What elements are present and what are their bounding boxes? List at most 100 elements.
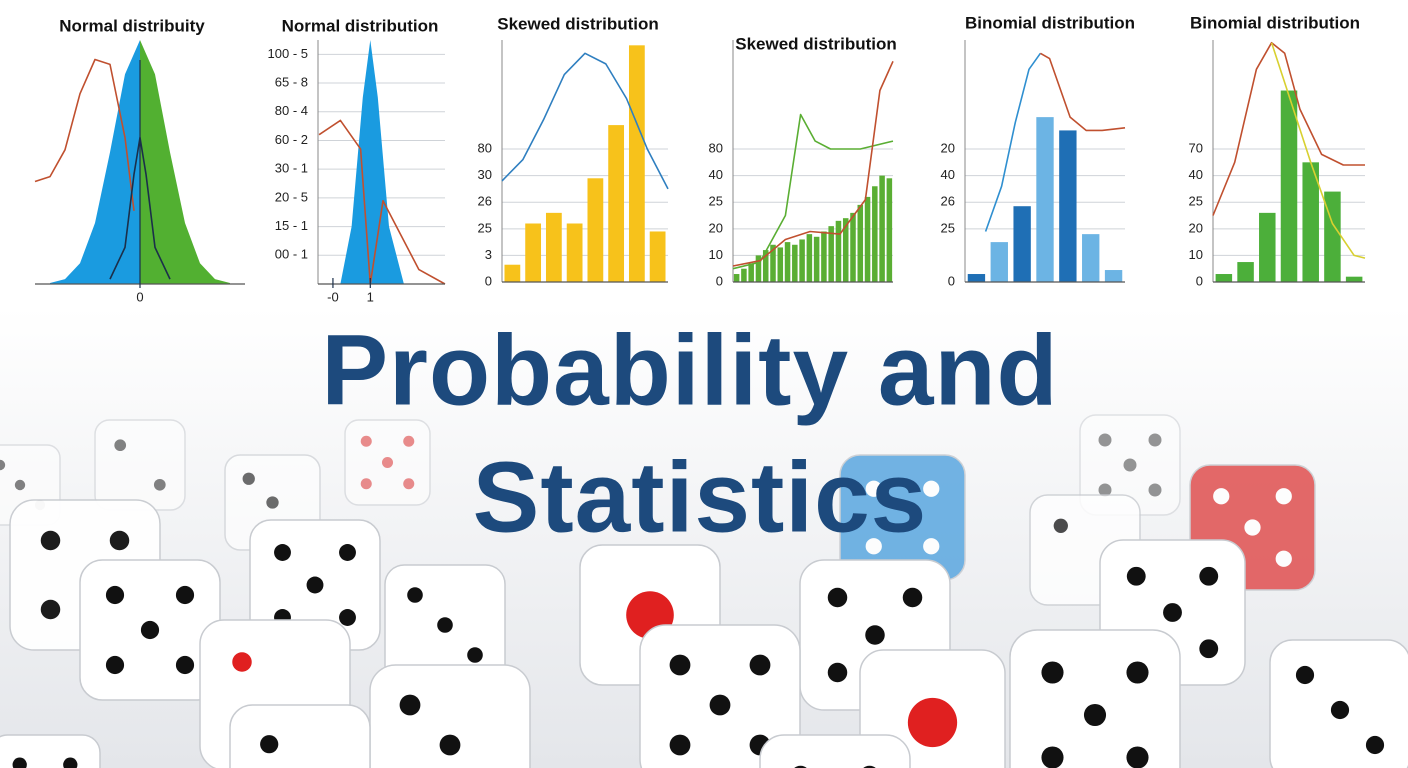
- die-pip: [1148, 433, 1162, 447]
- die-pip: [1126, 746, 1149, 768]
- die-pip: [339, 544, 356, 561]
- die-pip: [902, 587, 923, 608]
- y-tick-label: 0: [716, 273, 723, 288]
- die-pip: [1098, 483, 1112, 497]
- die-pip: [274, 544, 291, 561]
- bar: [967, 274, 986, 282]
- bar: [835, 220, 842, 282]
- die-pip: [109, 530, 130, 551]
- bar: [504, 264, 521, 282]
- bar: [857, 204, 864, 282]
- bar: [545, 212, 562, 282]
- die: [759, 734, 911, 768]
- die-pip: [437, 617, 453, 633]
- bar: [733, 274, 740, 282]
- y-tick-label: 10: [1189, 247, 1203, 262]
- die-pip: [40, 599, 61, 620]
- die-pip: [1123, 458, 1137, 472]
- chart: Binomial distribution 0 10 20 25 40 70: [1189, 13, 1366, 288]
- y-tick-label: 00 - 1: [275, 247, 308, 262]
- bar: [1345, 276, 1363, 282]
- die-pip: [865, 538, 882, 555]
- chart-title: Binomial distribution: [1190, 13, 1360, 32]
- y-tick-label: 40: [941, 167, 955, 182]
- die-pip: [923, 480, 940, 497]
- y-tick-label: 26: [941, 194, 955, 209]
- die: [94, 419, 186, 511]
- die-pip: [907, 697, 958, 748]
- die-pip: [1213, 488, 1230, 505]
- die-pip: [863, 765, 876, 768]
- bar: [850, 212, 856, 282]
- die-pip: [1275, 488, 1292, 505]
- y-tick-label: 25: [941, 220, 955, 235]
- chart: Skewed distribution 0 3 25 26 30 80: [478, 14, 669, 288]
- y-tick-label: 40: [1189, 167, 1203, 182]
- die-pip: [63, 757, 78, 768]
- die: [229, 704, 371, 768]
- y-tick-label: 26: [478, 194, 492, 209]
- die-pip: [40, 530, 61, 551]
- die-pip: [1098, 433, 1112, 447]
- die-pip: [0, 459, 6, 471]
- die: [79, 559, 221, 701]
- chart-title: Binomial distribution: [965, 13, 1135, 32]
- chart: Normal distribuity 0: [34, 16, 245, 304]
- die-pip: [403, 435, 415, 447]
- y-tick-label: 70: [1189, 140, 1203, 155]
- bar: [813, 236, 820, 282]
- bar: [1280, 90, 1298, 283]
- die-pip: [709, 694, 731, 716]
- line: [501, 52, 669, 190]
- y-tick-label: 25: [478, 220, 492, 235]
- die-pip: [105, 585, 125, 605]
- y-tick-label: 0: [1196, 273, 1203, 288]
- die-pip: [669, 734, 691, 756]
- die-pip: [467, 647, 483, 663]
- die-pip: [105, 655, 125, 675]
- chart: Skewed distribution 0 10 20 25 40 80: [709, 34, 897, 288]
- bar: [748, 263, 754, 282]
- die-pip: [266, 496, 279, 509]
- chart: Binomial distribution 0 25 26 40 20: [941, 13, 1135, 288]
- bar: [755, 255, 762, 282]
- die-pip: [360, 478, 372, 490]
- y-tick-label: 0: [485, 273, 492, 288]
- line: [1040, 52, 1126, 132]
- die-pip: [399, 694, 421, 716]
- y-tick-label: 15 - 1: [275, 218, 308, 233]
- die-body: [94, 419, 186, 511]
- die-pip: [232, 652, 252, 672]
- die-pip: [1126, 566, 1146, 586]
- x-tick-label: 0: [136, 289, 143, 304]
- die-pip: [1083, 703, 1107, 727]
- die-pip: [403, 478, 415, 490]
- bar: [566, 223, 583, 282]
- die: [0, 734, 101, 768]
- die-pip: [827, 587, 848, 608]
- die: [384, 564, 506, 686]
- y-tick-label: 100 - 5: [268, 46, 308, 61]
- bar: [525, 223, 542, 282]
- die: [1269, 639, 1408, 768]
- die-pip: [407, 587, 423, 603]
- die-pip: [242, 472, 255, 485]
- bar: [784, 242, 791, 282]
- bar: [1013, 206, 1031, 282]
- die-pip: [1041, 661, 1064, 684]
- y-tick-label: 40: [709, 167, 723, 182]
- die-body: [229, 704, 371, 768]
- bar: [821, 231, 827, 282]
- bar: [872, 186, 878, 282]
- chart-title: Skewed distribution: [497, 14, 659, 33]
- y-tick-label: 20: [941, 140, 955, 155]
- y-tick-label: 30 - 1: [275, 161, 308, 176]
- y-tick-label: 60 - 2: [275, 132, 308, 147]
- x-tick-label: 1: [367, 289, 374, 304]
- y-tick-label: 20: [1189, 220, 1203, 235]
- bar: [1082, 234, 1100, 282]
- y-tick-label: 30: [478, 167, 492, 182]
- die-pip: [175, 655, 195, 675]
- y-tick-label: 0: [948, 273, 955, 288]
- bar: [762, 250, 769, 282]
